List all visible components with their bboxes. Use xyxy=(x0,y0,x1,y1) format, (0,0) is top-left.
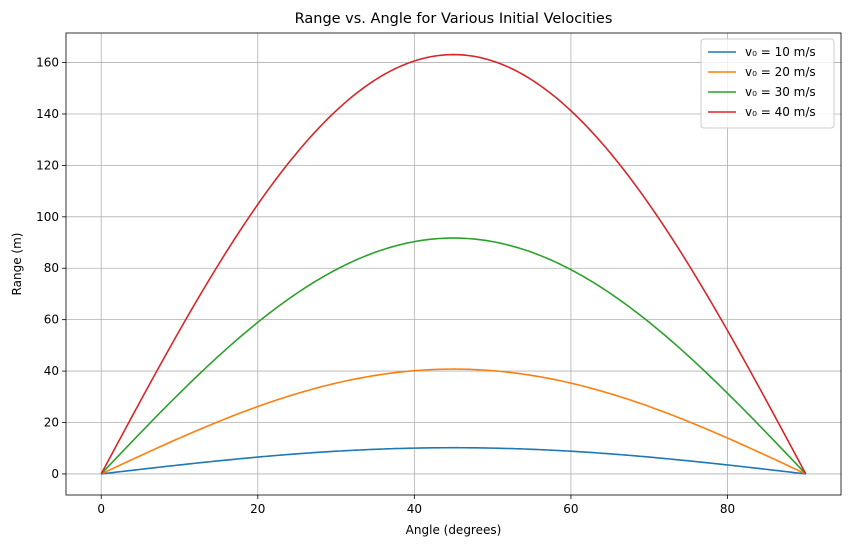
y-tick-label: 0 xyxy=(51,467,59,481)
grid xyxy=(66,33,841,495)
legend-label-4: v₀ = 40 m/s xyxy=(745,105,816,119)
legend-label-3: v₀ = 30 m/s xyxy=(745,85,816,99)
y-tick-label: 20 xyxy=(44,415,59,429)
y-tick-label: 80 xyxy=(44,261,59,275)
x-axis-label: Angle (degrees) xyxy=(406,523,502,537)
series-line-2 xyxy=(100,368,807,475)
y-tick-label: 120 xyxy=(36,158,59,172)
y-axis-ticks: 0 20 40 60 80 100 120 140 160 xyxy=(36,56,66,481)
x-tick-label: 0 xyxy=(97,502,105,516)
x-axis-ticks: 0 20 40 60 80 xyxy=(97,495,735,516)
series-lines xyxy=(100,53,807,475)
legend-box xyxy=(700,38,835,129)
x-tick-label: 20 xyxy=(250,502,265,516)
y-axis-label: Range (m) xyxy=(10,233,24,296)
legend-label-1: v₀ = 10 m/s xyxy=(745,45,816,59)
x-tick-label: 60 xyxy=(563,502,578,516)
y-tick-label: 160 xyxy=(36,56,59,70)
x-tick-label: 40 xyxy=(407,502,422,516)
chart-title: Range vs. Angle for Various Initial Velo… xyxy=(295,11,613,27)
series-line-4 xyxy=(100,53,807,475)
y-tick-label: 60 xyxy=(44,313,59,327)
y-tick-label: 140 xyxy=(36,107,59,121)
series-line-3 xyxy=(100,237,807,475)
y-tick-label: 100 xyxy=(36,210,59,224)
series-line-1 xyxy=(101,446,806,475)
plot-frame xyxy=(65,32,842,496)
legend: v₀ = 10 m/s v₀ = 20 m/s v₀ = 30 m/s v₀ = 40… xyxy=(700,38,835,129)
y-tick-label: 40 xyxy=(44,364,59,378)
x-tick-label: 80 xyxy=(720,502,735,516)
legend-label-2: v₀ = 20 m/s xyxy=(745,65,816,79)
